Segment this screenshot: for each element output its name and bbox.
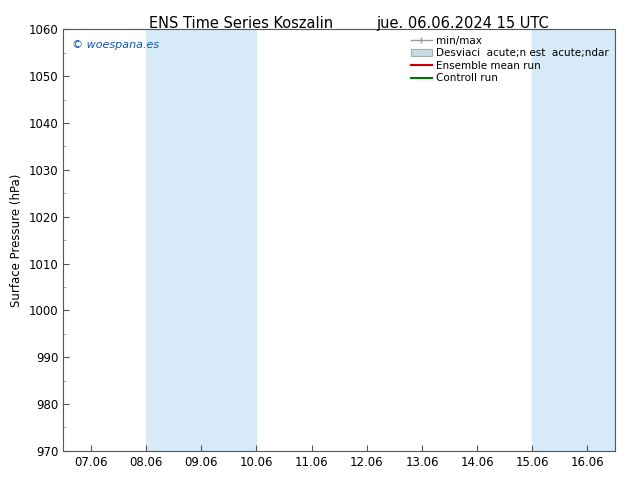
Bar bbox=[146, 29, 256, 451]
Y-axis label: Surface Pressure (hPa): Surface Pressure (hPa) bbox=[10, 173, 23, 307]
Text: jue. 06.06.2024 15 UTC: jue. 06.06.2024 15 UTC bbox=[377, 16, 549, 31]
Text: ENS Time Series Koszalin: ENS Time Series Koszalin bbox=[149, 16, 333, 31]
Bar bbox=[533, 29, 615, 451]
Text: © woespana.es: © woespana.es bbox=[72, 40, 158, 50]
Legend: min/max, Desviaci  acute;n est  acute;ndar, Ensemble mean run, Controll run: min/max, Desviaci acute;n est acute;ndar… bbox=[408, 32, 612, 87]
